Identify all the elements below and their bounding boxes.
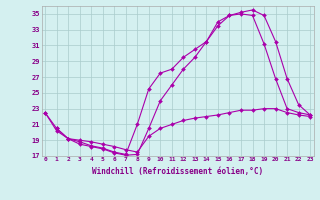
X-axis label: Windchill (Refroidissement éolien,°C): Windchill (Refroidissement éolien,°C) [92, 167, 263, 176]
